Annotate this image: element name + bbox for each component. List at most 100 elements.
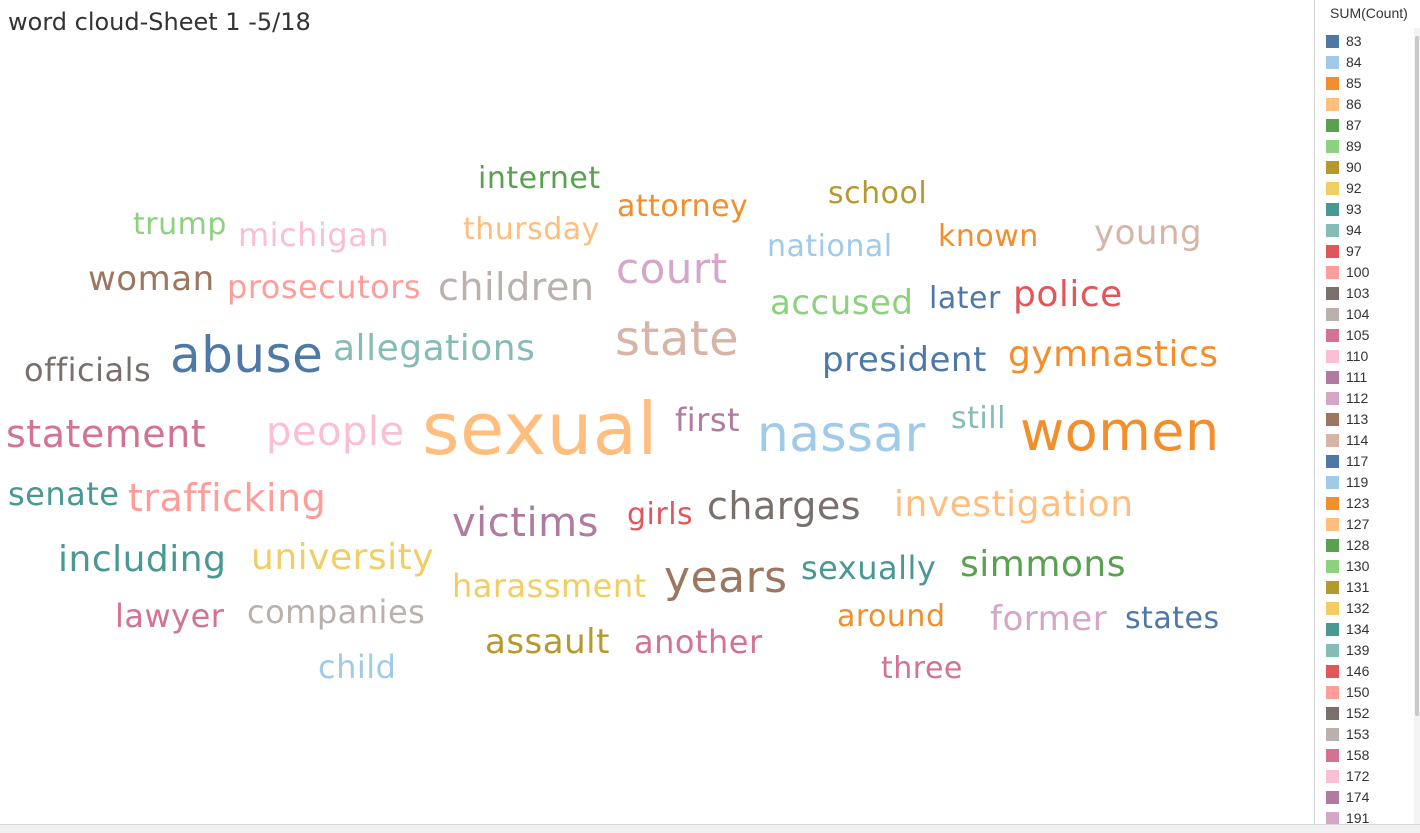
- legend-scrollbar-thumb[interactable]: [1415, 36, 1419, 716]
- word-victims[interactable]: victims: [452, 499, 599, 546]
- word-woman[interactable]: woman: [88, 259, 215, 300]
- legend-item[interactable]: 152: [1326, 703, 1412, 724]
- word-statement[interactable]: statement: [6, 411, 207, 456]
- word-university[interactable]: university: [251, 536, 435, 578]
- legend-item[interactable]: 117: [1326, 451, 1412, 472]
- legend-item[interactable]: 150: [1326, 682, 1412, 703]
- legend-item[interactable]: 146: [1326, 661, 1412, 682]
- word-harassment[interactable]: harassment: [452, 567, 647, 606]
- legend-item[interactable]: 130: [1326, 556, 1412, 577]
- legend-item[interactable]: 134: [1326, 619, 1412, 640]
- word-first[interactable]: first: [675, 401, 741, 440]
- word-lawyer[interactable]: lawyer: [115, 597, 225, 636]
- word-internet[interactable]: internet: [478, 161, 601, 197]
- word-around[interactable]: around: [837, 599, 946, 635]
- word-charges[interactable]: charges: [707, 483, 862, 528]
- legend-swatch: [1326, 350, 1339, 363]
- word-later[interactable]: later: [929, 281, 1001, 317]
- word-another[interactable]: another: [634, 623, 763, 662]
- legend-item[interactable]: 87: [1326, 115, 1412, 136]
- legend-item[interactable]: 83: [1326, 31, 1412, 52]
- word-school[interactable]: school: [828, 176, 928, 212]
- legend-item[interactable]: 153: [1326, 724, 1412, 745]
- legend-swatch: [1326, 665, 1339, 678]
- word-senate[interactable]: senate: [8, 475, 120, 514]
- word-girls[interactable]: girls: [627, 497, 694, 533]
- word-prosecutors[interactable]: prosecutors: [227, 268, 422, 307]
- word-officials[interactable]: officials: [24, 351, 152, 390]
- word-states[interactable]: states: [1125, 601, 1220, 637]
- legend-item[interactable]: 94: [1326, 220, 1412, 241]
- legend-swatch: [1326, 497, 1339, 510]
- word-former[interactable]: former: [990, 599, 1108, 640]
- legend-item[interactable]: 123: [1326, 493, 1412, 514]
- word-abuse[interactable]: abuse: [170, 325, 324, 384]
- word-president[interactable]: president: [822, 340, 987, 381]
- legend-item[interactable]: 100: [1326, 262, 1412, 283]
- word-people[interactable]: people: [266, 408, 405, 455]
- word-national[interactable]: national: [767, 229, 893, 265]
- legend-item[interactable]: 158: [1326, 745, 1412, 766]
- legend-item[interactable]: 90: [1326, 157, 1412, 178]
- legend-item[interactable]: 111: [1326, 367, 1412, 388]
- word-trump[interactable]: trump: [133, 207, 227, 243]
- word-simmons[interactable]: simmons: [960, 543, 1126, 585]
- legend-swatch: [1326, 371, 1339, 384]
- legend-item[interactable]: 131: [1326, 577, 1412, 598]
- legend-label: 172: [1346, 768, 1370, 784]
- word-companies[interactable]: companies: [247, 593, 426, 632]
- word-assault[interactable]: assault: [485, 622, 610, 663]
- word-three[interactable]: three: [881, 651, 963, 687]
- horizontal-scrollbar[interactable]: [0, 824, 1420, 833]
- word-sexual[interactable]: sexual: [422, 387, 658, 472]
- legend-swatch: [1326, 308, 1339, 321]
- legend-item[interactable]: 191: [1326, 808, 1412, 824]
- word-sexually[interactable]: sexually: [801, 549, 937, 588]
- word-state[interactable]: state: [615, 311, 740, 368]
- legend-item[interactable]: 93: [1326, 199, 1412, 220]
- word-nassar[interactable]: nassar: [757, 404, 926, 463]
- legend-item[interactable]: 86: [1326, 94, 1412, 115]
- legend-item[interactable]: 128: [1326, 535, 1412, 556]
- word-including[interactable]: including: [58, 538, 227, 580]
- word-thursday[interactable]: thursday: [463, 212, 600, 248]
- legend-item[interactable]: 113: [1326, 409, 1412, 430]
- legend-item[interactable]: 92: [1326, 178, 1412, 199]
- word-gymnastics[interactable]: gymnastics: [1008, 333, 1219, 375]
- legend-item[interactable]: 89: [1326, 136, 1412, 157]
- legend-item[interactable]: 97: [1326, 241, 1412, 262]
- legend-item[interactable]: 112: [1326, 388, 1412, 409]
- legend-item[interactable]: 84: [1326, 52, 1412, 73]
- word-police[interactable]: police: [1013, 273, 1123, 315]
- word-years[interactable]: years: [664, 552, 788, 604]
- word-court[interactable]: court: [616, 243, 728, 293]
- legend-item[interactable]: 105: [1326, 325, 1412, 346]
- legend-item[interactable]: 174: [1326, 787, 1412, 808]
- legend-swatch: [1326, 245, 1339, 258]
- word-investigation[interactable]: investigation: [894, 483, 1134, 525]
- legend-item[interactable]: 127: [1326, 514, 1412, 535]
- legend-item[interactable]: 104: [1326, 304, 1412, 325]
- word-young[interactable]: young: [1094, 213, 1203, 254]
- legend-item[interactable]: 172: [1326, 766, 1412, 787]
- word-accused[interactable]: accused: [770, 283, 914, 324]
- word-attorney[interactable]: attorney: [617, 189, 749, 225]
- legend-label: 94: [1346, 222, 1362, 238]
- legend-item[interactable]: 85: [1326, 73, 1412, 94]
- legend-item[interactable]: 103: [1326, 283, 1412, 304]
- word-allegations[interactable]: allegations: [333, 327, 536, 369]
- legend-label: 87: [1346, 117, 1362, 133]
- legend-item[interactable]: 132: [1326, 598, 1412, 619]
- word-michigan[interactable]: michigan: [238, 216, 390, 255]
- legend-item[interactable]: 114: [1326, 430, 1412, 451]
- legend-item[interactable]: 139: [1326, 640, 1412, 661]
- legend-swatch: [1326, 161, 1339, 174]
- word-children[interactable]: children: [438, 264, 595, 309]
- word-women[interactable]: women: [1020, 399, 1220, 463]
- word-child[interactable]: child: [318, 648, 397, 687]
- legend-item[interactable]: 119: [1326, 472, 1412, 493]
- legend-item[interactable]: 110: [1326, 346, 1412, 367]
- word-still[interactable]: still: [951, 401, 1006, 437]
- word-trafficking[interactable]: trafficking: [128, 475, 327, 520]
- word-known[interactable]: known: [938, 219, 1039, 255]
